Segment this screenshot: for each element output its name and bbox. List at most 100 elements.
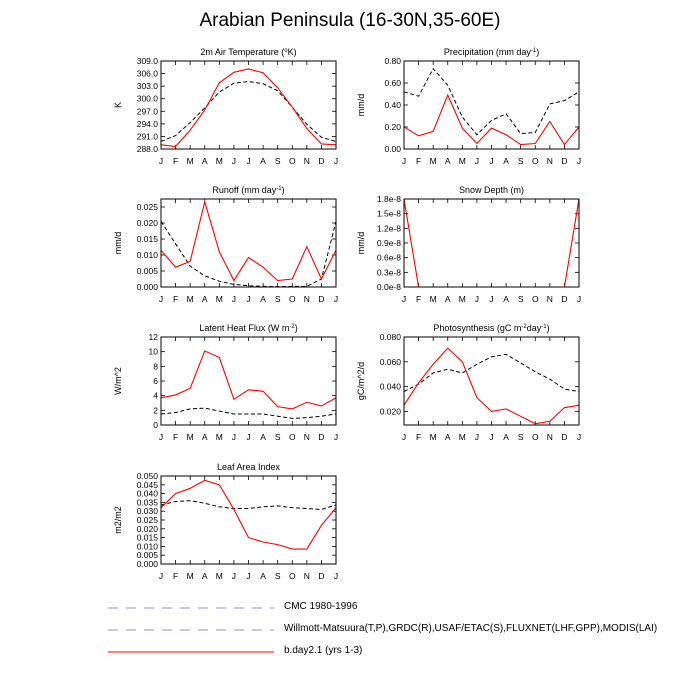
y-tick-label: 0.80 <box>384 56 401 66</box>
x-tick-label: N <box>304 294 310 304</box>
x-tick-label: J <box>334 571 338 581</box>
y-tick-label: 300.0 <box>137 94 159 104</box>
y-axis-label: m2/m2 <box>113 506 123 534</box>
y-tick-label: 0.010 <box>137 250 159 260</box>
title-text: ) <box>547 323 550 333</box>
x-tick-label: J <box>475 156 479 166</box>
x-tick-label: S <box>518 294 524 304</box>
y-axis-label: mm/d <box>356 232 366 255</box>
y-tick-label: 8 <box>153 361 158 371</box>
y-tick-label: 303.0 <box>137 81 159 91</box>
x-tick-label: J <box>246 432 250 442</box>
legend-item-observations: Willmott-Matsuura(T,P),GRDC(R),USAF/ETAC… <box>108 623 668 637</box>
title-text: ) <box>536 47 539 57</box>
chart-panel-7: Leaf Area Index m2/m2 0.0000.0050.0100.015… <box>113 462 338 581</box>
y-tick-label: 0.010 <box>137 541 159 551</box>
chart-title: Runoff (mm day-1) <box>212 185 284 195</box>
y-tick-label: 0.040 <box>380 382 402 392</box>
x-tick-label: A <box>202 571 208 581</box>
y-axis-label: W/m^2 <box>113 367 123 395</box>
legend-swatch-solid <box>108 651 274 653</box>
legend-item-model: b.day2.1 (yrs 1-3) <box>108 645 668 659</box>
title-superscript: -1 <box>541 324 547 330</box>
x-tick-label: J <box>246 156 250 166</box>
y-tick-label: 0.030 <box>137 506 159 516</box>
chart-title: Precipitation (mm day-1) <box>444 47 539 57</box>
y-tick-label: 0 <box>153 420 158 430</box>
y-tick-label: 0.015 <box>137 234 159 244</box>
y-tick-label: 0.005 <box>137 550 159 560</box>
x-tick-label: F <box>416 294 421 304</box>
y-tick-label: 297.0 <box>137 106 159 116</box>
x-tick-label: J <box>577 432 581 442</box>
title-text: Leaf Area Index <box>217 462 281 472</box>
page-title: Arabian Peninsula (16-30N,35-60E) <box>199 10 501 31</box>
series-line-model <box>161 68 336 148</box>
x-tick-label: N <box>304 156 310 166</box>
y-tick-label: 0.000 <box>137 282 159 292</box>
title-text: Precipitation (mm day <box>444 47 532 57</box>
y-tick-label: 12 <box>149 332 159 342</box>
series-line-obs <box>404 67 579 136</box>
y-tick-label: 0.60 <box>384 78 401 88</box>
x-tick-label: S <box>275 156 281 166</box>
x-tick-label: D <box>561 294 567 304</box>
legend-swatch-dashed <box>108 629 274 631</box>
plot-frame <box>403 198 580 288</box>
chart-panel-2: Precipitation (mm day-1) mm/d 0.00 0.20 0.40… <box>356 47 581 166</box>
x-tick-label: J <box>232 294 236 304</box>
y-tick-label: 309.0 <box>137 56 159 66</box>
x-tick-label: J <box>232 156 236 166</box>
x-tick-label: M <box>216 294 223 304</box>
y-tick-label: 6 <box>153 376 158 386</box>
x-tick-label: J <box>402 156 406 166</box>
series-line-obs <box>161 500 336 510</box>
x-tick-label: J <box>232 571 236 581</box>
y-tick-label: 0.005 <box>137 266 159 276</box>
y-tick-label: 288.0 <box>137 144 159 154</box>
y-tick-label: 0.035 <box>137 497 159 507</box>
x-tick-label: M <box>216 571 223 581</box>
series-line-obs <box>161 407 336 419</box>
x-tick-label: A <box>445 432 451 442</box>
plot-frame <box>160 198 337 288</box>
y-tick-label: 0.40 <box>384 100 401 110</box>
x-tick-label: A <box>445 294 451 304</box>
title-superscript: -1 <box>276 186 282 192</box>
x-tick-label: M <box>430 156 437 166</box>
x-tick-label: M <box>430 294 437 304</box>
y-tick-label: 10 <box>149 347 159 357</box>
x-tick-label: N <box>547 294 553 304</box>
x-tick-label: A <box>260 294 266 304</box>
series-line-obs <box>161 81 336 142</box>
chart-panel-1: 2m Air Temperature (oK) K 288.0 291.0 294.0 2… <box>113 47 338 166</box>
chart-title: Snow Depth (m) <box>459 185 524 195</box>
x-tick-label: J <box>334 156 338 166</box>
legend-swatch-dashed <box>108 607 274 609</box>
legend-item-cmc: CMC 1980-1996 <box>108 601 668 615</box>
y-tick-label: 4 <box>153 391 158 401</box>
x-tick-label: M <box>187 432 194 442</box>
x-tick-label: S <box>275 571 281 581</box>
x-tick-label: D <box>318 571 324 581</box>
x-tick-label: J <box>246 571 250 581</box>
x-tick-label: M <box>459 432 466 442</box>
plot-frame <box>160 60 337 150</box>
title-text: 2m Air Temperature ( <box>200 47 284 57</box>
series-line-model <box>404 347 579 425</box>
x-tick-label: A <box>202 432 208 442</box>
title-text: Photosynthesis (gC m <box>433 323 521 333</box>
x-tick-label: D <box>318 294 324 304</box>
x-tick-label: J <box>475 432 479 442</box>
x-tick-label: N <box>304 432 310 442</box>
x-tick-label: S <box>518 432 524 442</box>
chart-title: Latent Heat Flux (W m-2) <box>199 323 297 333</box>
x-tick-label: S <box>518 156 524 166</box>
x-tick-label: O <box>532 156 539 166</box>
x-tick-label: A <box>503 294 509 304</box>
chart-panel-6: Photosynthesis (gC m-2day-1) gC/m^2/d 0.02… <box>356 323 581 442</box>
x-tick-label: M <box>216 432 223 442</box>
chart-title: Leaf Area Index <box>217 462 281 472</box>
y-tick-label: 306.0 <box>137 69 159 79</box>
y-tick-label: 0.080 <box>380 332 402 342</box>
